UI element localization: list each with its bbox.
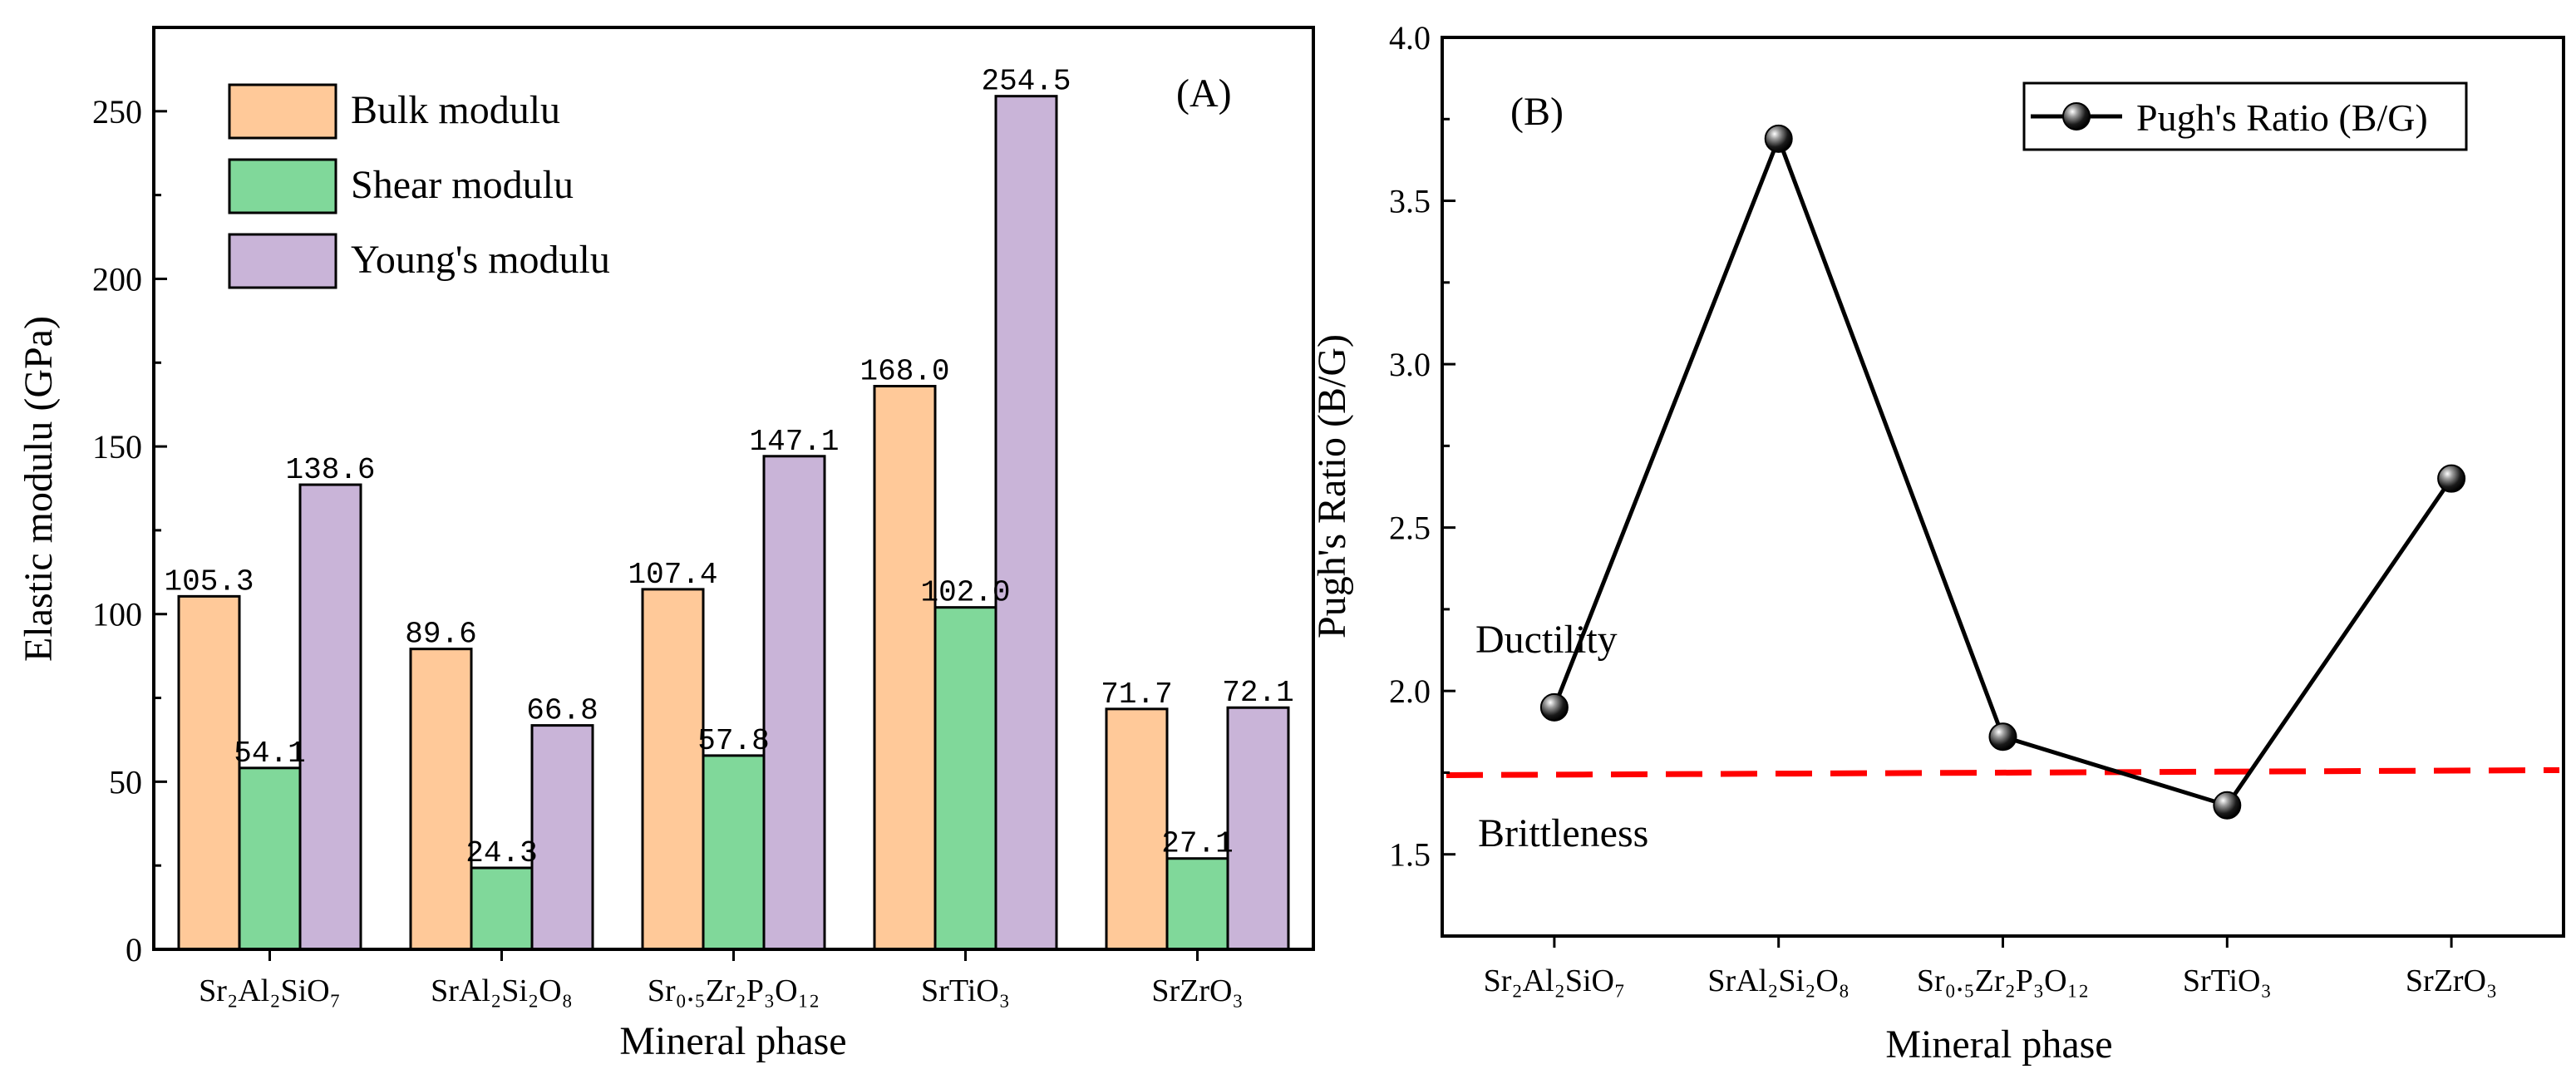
bar-data-label: 89.6 <box>405 618 476 652</box>
bar-data-labels: 105.3 54.1 138.6 89.6 24.3 66.8 107.4 57.8 147.1… <box>164 65 1293 870</box>
x-tick-label: SrTiO₃ <box>2183 963 2272 998</box>
panel-label: (B) <box>1510 90 1564 134</box>
y-tick-label: 1.5 <box>1389 836 1431 874</box>
y-axis-ticks: 0 50 100 150 200 250 <box>92 93 167 968</box>
data-point <box>2213 791 2242 820</box>
x-tick-label: Sr₂Al₂SiO₇ <box>1484 963 1626 998</box>
bar-bulk-3 <box>873 385 937 951</box>
y-tick-label: 250 <box>92 93 142 131</box>
y-tick-label: 200 <box>92 260 142 298</box>
annotation-ductility: Ductility <box>1475 618 1618 662</box>
x-tick-label: Sr₀.₅Zr₂P₃O₁₂ <box>648 973 820 1008</box>
bar-data-label: 54.1 <box>234 737 305 771</box>
y-tick-label: 3.0 <box>1389 346 1431 383</box>
bars-group <box>177 95 1290 951</box>
x-axis-ticks: Sr₂Al₂SiO₇ SrAl₂Si₂O₈ Sr₀.₅Zr₂P₃O₁₂ SrTiO₃ S… <box>199 949 1244 1008</box>
x-axis-label: Mineral phase <box>1885 1022 2112 1067</box>
x-tick-label: SrZrO₃ <box>1151 973 1243 1008</box>
data-point <box>1988 722 2017 751</box>
bar-data-label: 105.3 <box>164 564 254 599</box>
bar-young-0 <box>298 483 362 951</box>
bar-data-label: 147.1 <box>749 425 839 459</box>
data-point <box>2437 464 2466 493</box>
bar-young-4 <box>1226 706 1290 951</box>
y-tick-label: 2.0 <box>1389 673 1431 710</box>
bar-young-3 <box>994 95 1058 951</box>
bar-data-label: 168.0 <box>859 355 949 389</box>
x-tick-label: SrAl₂Si₂O₈ <box>431 973 573 1008</box>
legend: Bulk modulu Shear modulu Young's modulu <box>228 83 610 289</box>
legend-swatch <box>228 233 337 289</box>
bar-data-label: 66.8 <box>526 694 598 728</box>
y-tick-label: 50 <box>109 763 142 801</box>
bar-data-label: 27.1 <box>1161 827 1233 861</box>
bar-shear-1 <box>470 866 534 951</box>
bar-data-label: 24.3 <box>465 836 537 870</box>
panel-b: 1.52.02.53.03.54.0 Sr₂Al₂SiO₇ SrAl₂Si₂O₈ S… <box>1310 19 2565 1067</box>
legend-swatch <box>228 158 337 214</box>
bar-young-2 <box>762 455 826 951</box>
y-tick-label: 150 <box>92 428 142 466</box>
y-axis-ticks: 1.5 2.0 2.5 3.0 3.5 4.0 <box>1389 19 1455 874</box>
y-tick-label: 0 <box>126 931 142 968</box>
data-point <box>1539 692 1569 722</box>
reference-line-group <box>1446 766 2560 778</box>
bar-bulk-4 <box>1105 707 1169 951</box>
legend-marker <box>2062 102 2091 131</box>
bar-data-label: 71.7 <box>1101 678 1172 712</box>
bar-young-1 <box>530 724 594 951</box>
y-tick-label: 3.5 <box>1389 183 1431 220</box>
bar-bulk-2 <box>641 588 705 951</box>
x-tick-label: SrAl₂Si₂O₈ <box>1707 963 1849 998</box>
reference-line <box>1446 766 2560 778</box>
x-tick-label: Sr₀.₅Zr₂P₃O₁₂ <box>1917 963 2089 998</box>
x-tick-label: SrZrO₃ <box>2406 963 2497 998</box>
bar-data-label: 138.6 <box>285 453 375 487</box>
y-axis-label: Pugh's Ratio (B/G) <box>1310 334 1354 638</box>
bar-shear-2 <box>702 754 766 951</box>
series-line-group <box>1539 124 2466 820</box>
bar-bulk-1 <box>409 648 473 951</box>
bar-data-label: 72.1 <box>1222 676 1293 710</box>
x-tick-label: SrTiO₃ <box>921 973 1010 1008</box>
bar-data-label: 107.4 <box>628 558 717 592</box>
x-axis-label: Mineral phase <box>619 1019 846 1063</box>
data-point <box>1764 124 1793 153</box>
y-tick-label: 4.0 <box>1389 19 1431 57</box>
plot-frame <box>1441 36 2565 938</box>
bar-shear-4 <box>1165 857 1229 951</box>
bar-data-label: 254.5 <box>981 65 1071 99</box>
x-tick-label: Sr₂Al₂SiO₇ <box>199 973 341 1008</box>
panel-label: (A) <box>1176 71 1232 116</box>
legend: Pugh's Ratio (B/G) <box>2022 81 2468 151</box>
legend-label: Shear modulu <box>351 163 574 207</box>
panel-a: 105.3 54.1 138.6 89.6 24.3 66.8 107.4 57.8 147.1… <box>17 26 1315 1063</box>
bar-shear-3 <box>933 606 997 951</box>
annotation-brittleness: Brittleness <box>1478 811 1648 855</box>
series-line <box>1552 132 2454 808</box>
bar-data-label: 102.0 <box>920 576 1010 610</box>
y-axis-label: Elastic modulu (GPa) <box>17 316 61 662</box>
y-tick-label: 100 <box>92 596 142 633</box>
legend-label: Young's modulu <box>351 238 610 282</box>
bar-data-label: 57.8 <box>697 724 769 758</box>
legend-label: Bulk modulu <box>351 88 560 132</box>
x-axis-ticks: Sr₂Al₂SiO₇ SrAl₂Si₂O₈ Sr₀.₅Zr₂P₃O₁₂ SrTiO₃ S… <box>1484 936 2497 998</box>
bar-shear-0 <box>238 766 302 951</box>
y-tick-label: 2.5 <box>1389 510 1431 547</box>
bar-bulk-0 <box>177 594 241 951</box>
legend-swatch <box>228 83 337 140</box>
legend-label: Pugh's Ratio (B/G) <box>2136 96 2428 139</box>
